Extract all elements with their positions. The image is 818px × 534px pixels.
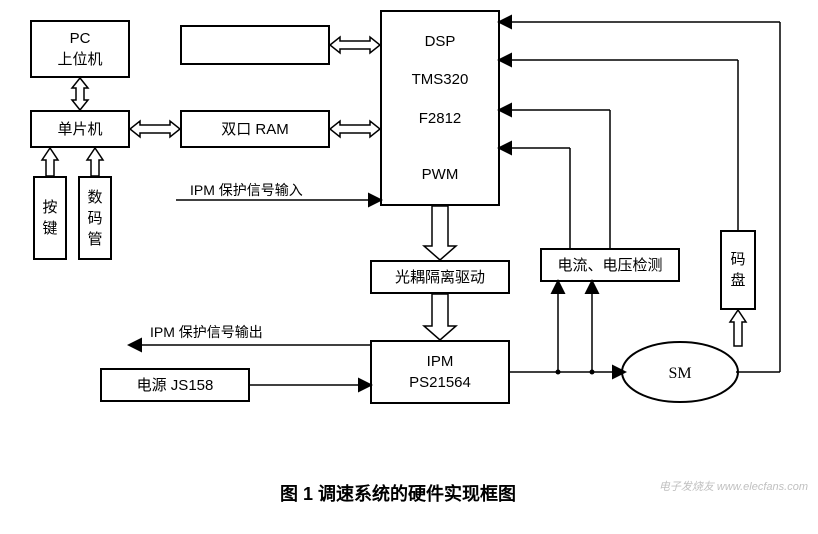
keys-box: 按 键 (33, 176, 67, 260)
led-c2: 码 (87, 208, 102, 229)
dsp-box: DSP TMS320 F2812 PWM (380, 10, 500, 206)
psu-text: 电源 JS158 (137, 375, 214, 396)
sm-text: SM (668, 365, 691, 382)
encoder-box: 码 盘 (720, 230, 756, 310)
dsp-l2: TMS320 (412, 69, 469, 90)
arrow-opto-ipm (424, 294, 456, 340)
pc-line1: PC (70, 28, 91, 49)
dsp-l1: DSP (425, 31, 456, 52)
keys-c1: 按 (42, 197, 57, 218)
enc-c2: 盘 (730, 270, 745, 291)
sense-text: 电流、电压检测 (557, 255, 662, 276)
blank-box (180, 25, 330, 65)
mcu-box: 单片机 (30, 110, 130, 148)
pc-line2: 上位机 (57, 49, 102, 70)
sense-box: 电流、电压检测 (540, 248, 680, 282)
arrow-keys-mcu (42, 148, 58, 176)
dsp-l3: F2812 (419, 108, 462, 129)
arrow-pc-mcu (72, 78, 88, 110)
ipm-l2: PS21564 (409, 372, 471, 393)
ipm-box: IPM PS21564 (370, 340, 510, 404)
figure-caption: 图 1 调速系统的硬件实现框图 (280, 480, 516, 506)
label-ipm-in: IPM 保护信号输入 (190, 180, 303, 200)
mcu-text: 单片机 (57, 119, 102, 140)
led-box: 数 码 管 (78, 176, 112, 260)
enc-c1: 码 (730, 249, 745, 270)
led-c1: 数 (87, 187, 102, 208)
arrow-led-mcu (87, 148, 103, 176)
pc-box: PC 上位机 (30, 20, 130, 78)
psu-box: 电源 JS158 (100, 368, 250, 402)
arrow-blank-dsp (330, 37, 380, 53)
opto-text: 光耦隔离驱动 (395, 267, 485, 288)
opto-box: 光耦隔离驱动 (370, 260, 510, 294)
dsp-l5: PWM (422, 164, 459, 185)
ram-box: 双口 RAM (180, 110, 330, 148)
ram-text: 双口 RAM (221, 119, 289, 140)
keys-c2: 键 (42, 218, 57, 239)
label-ipm-out: IPM 保护信号输出 (150, 322, 263, 342)
sm-ellipse (622, 342, 738, 402)
ipm-l1: IPM (427, 351, 454, 372)
arrow-dsp-opto (424, 206, 456, 260)
arrow-ram-dsp (330, 121, 380, 137)
arrow-sm-encoder (730, 310, 746, 346)
watermark: 电子发烧友 www.elecfans.com (659, 478, 808, 494)
arrow-mcu-ram (130, 121, 180, 137)
led-c3: 管 (87, 229, 102, 250)
